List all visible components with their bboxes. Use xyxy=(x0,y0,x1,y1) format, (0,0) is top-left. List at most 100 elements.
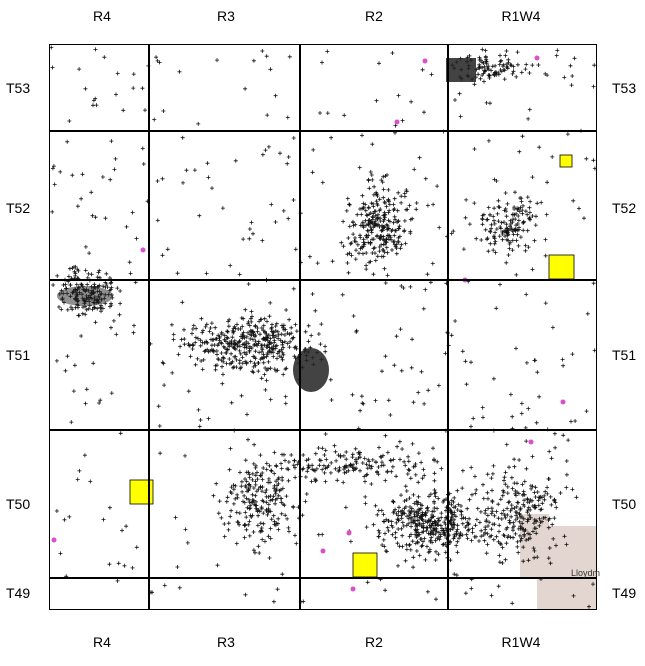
well-point xyxy=(418,506,423,511)
well-point xyxy=(363,501,368,506)
accent-well-marker xyxy=(346,530,352,536)
well-point xyxy=(499,511,504,516)
well-point xyxy=(584,156,589,161)
well-point xyxy=(503,234,507,239)
well-point xyxy=(100,175,105,179)
well-point xyxy=(433,494,438,499)
well-point xyxy=(269,326,274,331)
well-point xyxy=(452,532,457,537)
accent-well-marker xyxy=(140,247,146,253)
well-point xyxy=(521,516,526,521)
well-point xyxy=(503,482,508,487)
well-point xyxy=(264,54,269,59)
well-point xyxy=(405,472,410,476)
well-point xyxy=(493,250,498,255)
well-point xyxy=(235,495,240,500)
well-point xyxy=(389,237,394,242)
well-point xyxy=(140,86,145,91)
well-point xyxy=(551,536,556,541)
well-point xyxy=(384,204,389,209)
well-point xyxy=(408,476,413,481)
well-point xyxy=(220,206,225,211)
well-point xyxy=(472,82,477,87)
well-point xyxy=(246,282,251,286)
well-point xyxy=(141,162,146,166)
well-point xyxy=(421,306,426,311)
accent-well-marker xyxy=(560,399,566,405)
well-point xyxy=(432,488,437,492)
well-point xyxy=(157,424,162,428)
well-point xyxy=(66,274,71,279)
well-point xyxy=(50,166,55,171)
well-point xyxy=(434,597,438,602)
well-point xyxy=(355,212,360,217)
well-point xyxy=(412,167,417,172)
township-label-left-t53: T53 xyxy=(6,80,31,96)
well-point xyxy=(467,53,472,58)
well-point xyxy=(428,539,433,544)
well-point xyxy=(511,69,516,74)
well-point xyxy=(181,180,185,185)
well-point xyxy=(388,458,393,463)
well-point xyxy=(253,493,258,498)
well-point xyxy=(289,325,294,330)
well-point xyxy=(493,230,498,235)
well-point xyxy=(571,198,576,203)
well-point xyxy=(94,103,99,108)
well-point xyxy=(377,531,382,535)
well-point xyxy=(448,510,453,515)
well-point xyxy=(73,271,78,276)
well-point xyxy=(225,336,230,341)
well-point xyxy=(236,327,241,331)
well-point xyxy=(494,227,499,231)
well-point xyxy=(182,327,186,332)
well-point xyxy=(253,349,258,354)
well-point xyxy=(328,470,333,475)
well-point xyxy=(259,317,264,322)
well-point xyxy=(285,341,290,346)
well-point xyxy=(367,186,372,191)
well-point xyxy=(371,522,376,527)
well-point xyxy=(520,211,525,216)
well-point xyxy=(248,336,253,341)
well-point xyxy=(371,246,376,251)
well-point xyxy=(441,500,446,504)
well-point xyxy=(406,459,411,464)
well-point xyxy=(155,179,160,183)
well-point xyxy=(264,500,269,505)
well-point xyxy=(363,218,368,223)
well-point xyxy=(364,233,369,238)
well-point xyxy=(276,516,281,521)
well-point xyxy=(247,236,252,241)
well-point xyxy=(257,319,262,324)
well-point xyxy=(87,251,92,256)
well-point xyxy=(175,271,180,276)
well-point xyxy=(419,369,424,374)
township-label-left-t51: T51 xyxy=(6,347,31,363)
well-point xyxy=(211,349,216,354)
well-point xyxy=(475,506,480,511)
well-point xyxy=(307,465,311,469)
well-point xyxy=(408,229,413,234)
well-point xyxy=(286,467,291,472)
range-label-bottom-r1w4: R1W4 xyxy=(501,634,541,650)
well-point xyxy=(199,359,204,363)
well-point xyxy=(124,524,129,529)
well-point xyxy=(527,210,532,215)
well-point xyxy=(411,555,416,560)
well-point xyxy=(389,523,394,528)
well-point xyxy=(505,484,510,489)
well-point xyxy=(534,518,539,523)
well-point xyxy=(335,478,340,483)
well-point xyxy=(370,221,375,226)
well-point xyxy=(239,479,244,484)
well-point xyxy=(433,558,438,562)
well-point xyxy=(498,226,503,231)
well-point xyxy=(528,536,533,541)
well-point xyxy=(198,343,203,348)
well-point xyxy=(261,466,266,470)
well-point xyxy=(160,176,165,181)
well-point xyxy=(373,219,378,224)
well-point xyxy=(423,510,428,515)
well-point xyxy=(371,237,376,242)
